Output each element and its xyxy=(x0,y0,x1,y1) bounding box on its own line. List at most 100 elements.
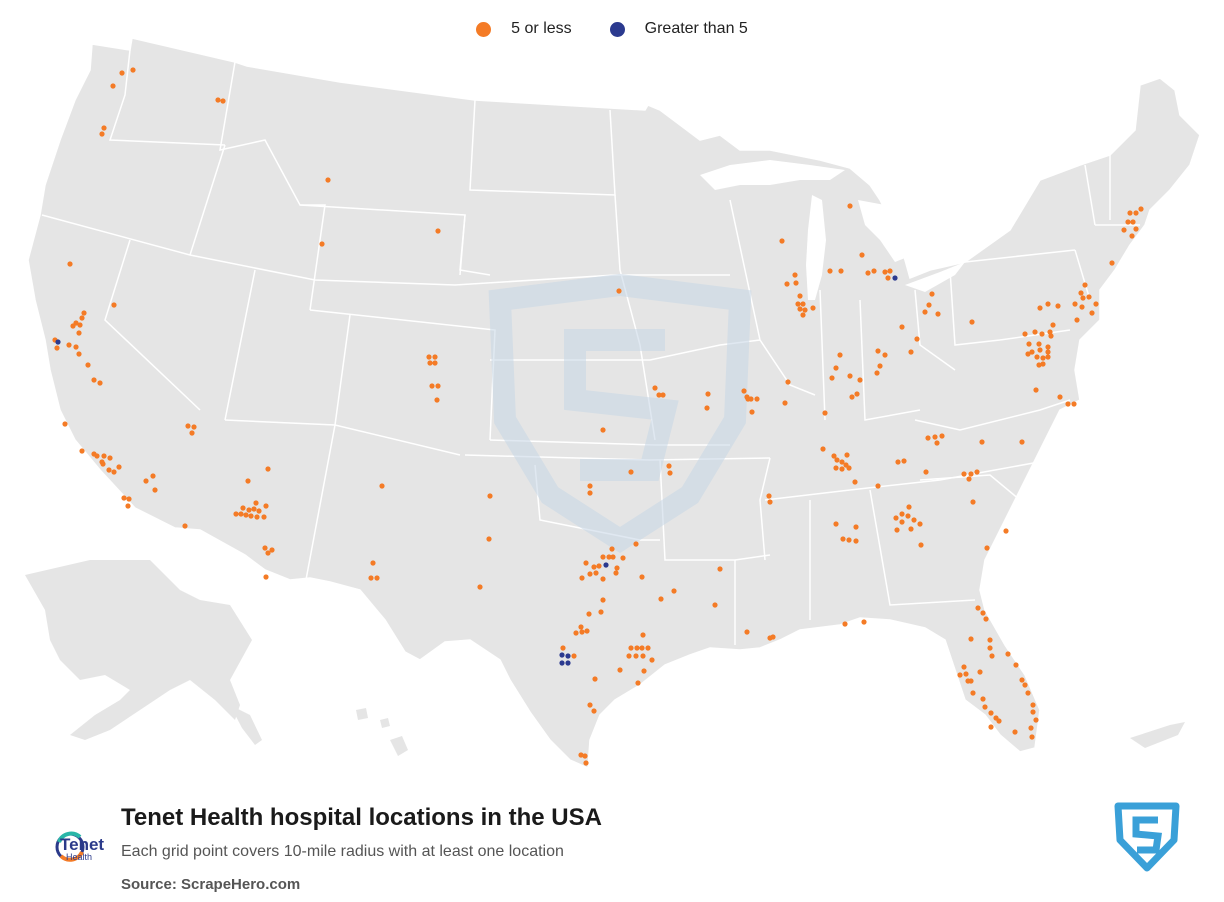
location-marker-low xyxy=(987,637,993,643)
location-marker-low xyxy=(486,536,492,542)
location-marker-low xyxy=(1125,219,1131,225)
location-marker-low xyxy=(961,471,967,477)
location-marker-low xyxy=(560,645,566,651)
markers-high xyxy=(55,275,898,666)
location-marker-low xyxy=(1033,717,1039,723)
location-marker-low xyxy=(613,570,619,576)
location-marker-low xyxy=(265,550,271,556)
location-marker-low xyxy=(975,605,981,611)
island-2 xyxy=(356,708,368,720)
location-marker-low xyxy=(578,624,584,630)
location-marker-low xyxy=(839,459,845,465)
location-marker-low xyxy=(784,281,790,287)
location-marker-low xyxy=(939,433,945,439)
location-marker-low xyxy=(785,379,791,385)
location-marker-low xyxy=(593,570,599,576)
location-marker-low xyxy=(854,391,860,397)
location-marker-low xyxy=(957,672,963,678)
location-marker-low xyxy=(852,479,858,485)
map-title: Tenet Health hospital locations in the U… xyxy=(121,804,602,831)
location-marker-low xyxy=(977,669,983,675)
location-marker-low xyxy=(744,629,750,635)
location-marker-low xyxy=(110,83,116,89)
location-marker-low xyxy=(1019,677,1025,683)
location-marker-low xyxy=(899,519,905,525)
location-marker-low xyxy=(983,616,989,622)
location-marker-low xyxy=(1045,354,1051,360)
location-marker-low xyxy=(1129,233,1135,239)
location-marker-low xyxy=(797,306,803,312)
location-marker-low xyxy=(853,524,859,530)
location-marker-low xyxy=(833,365,839,371)
location-marker-low xyxy=(925,435,931,441)
location-marker-low xyxy=(842,621,848,627)
location-marker-low xyxy=(932,434,938,440)
location-marker-low xyxy=(793,280,799,286)
location-marker-low xyxy=(591,564,597,570)
location-marker-low xyxy=(592,676,598,682)
location-marker-low xyxy=(111,302,117,308)
location-marker-low xyxy=(875,483,881,489)
location-marker-low xyxy=(1037,347,1043,353)
location-marker-low xyxy=(233,511,239,517)
location-marker-low xyxy=(319,241,325,247)
location-marker-low xyxy=(1127,210,1133,216)
location-marker-low xyxy=(85,362,91,368)
location-marker-low xyxy=(583,760,589,766)
location-marker-low xyxy=(1030,702,1036,708)
location-marker-low xyxy=(1028,725,1034,731)
location-marker-low xyxy=(325,177,331,183)
legend-dot-high xyxy=(609,21,625,37)
location-marker-low xyxy=(586,611,592,617)
location-marker-low xyxy=(600,554,606,560)
location-marker-low xyxy=(1130,219,1136,225)
location-marker-low xyxy=(263,503,269,509)
location-marker-low xyxy=(1013,662,1019,668)
lake-erie xyxy=(905,262,965,292)
location-marker-low xyxy=(640,632,646,638)
location-marker-low xyxy=(652,385,658,391)
location-marker-low xyxy=(1036,341,1042,347)
location-marker-low xyxy=(370,560,376,566)
location-marker-low xyxy=(1037,305,1043,311)
location-marker-low xyxy=(1072,301,1078,307)
location-marker-low xyxy=(609,546,615,552)
location-marker-low xyxy=(979,439,985,445)
location-marker-low xyxy=(101,453,107,459)
location-marker-low xyxy=(1003,528,1009,534)
location-marker-low xyxy=(792,272,798,278)
location-marker-low xyxy=(906,504,912,510)
location-marker-low xyxy=(1050,322,1056,328)
location-marker-low xyxy=(859,252,865,258)
location-marker-low xyxy=(1029,349,1035,355)
location-marker-low xyxy=(97,380,103,386)
location-marker-low xyxy=(487,493,493,499)
location-marker-low xyxy=(882,352,888,358)
location-marker-low xyxy=(861,619,867,625)
location-marker-low xyxy=(121,495,127,501)
location-marker-low xyxy=(1133,210,1139,216)
location-marker-low xyxy=(1109,260,1115,266)
location-marker-low xyxy=(1065,401,1071,407)
location-marker-low xyxy=(833,465,839,471)
location-marker-low xyxy=(857,377,863,383)
location-marker-low xyxy=(917,521,923,527)
location-marker-low xyxy=(658,596,664,602)
location-marker-low xyxy=(617,667,623,673)
location-marker-low xyxy=(797,293,803,299)
legend: 5 or less Greater than 5 xyxy=(0,20,1224,38)
location-marker-low xyxy=(76,351,82,357)
location-marker-low xyxy=(666,463,672,469)
location-marker-low xyxy=(893,515,899,521)
location-marker-low xyxy=(704,405,710,411)
location-marker-low xyxy=(887,268,893,274)
location-marker-low xyxy=(220,98,226,104)
legend-item-low: 5 or less xyxy=(476,20,572,38)
location-marker-low xyxy=(1012,729,1018,735)
legend-label-high: Greater than 5 xyxy=(644,20,748,37)
brand-sub: Health xyxy=(66,852,93,862)
location-marker-low xyxy=(582,753,588,759)
location-marker-low xyxy=(374,575,380,581)
location-marker-low xyxy=(882,269,888,275)
location-marker-low xyxy=(587,702,593,708)
